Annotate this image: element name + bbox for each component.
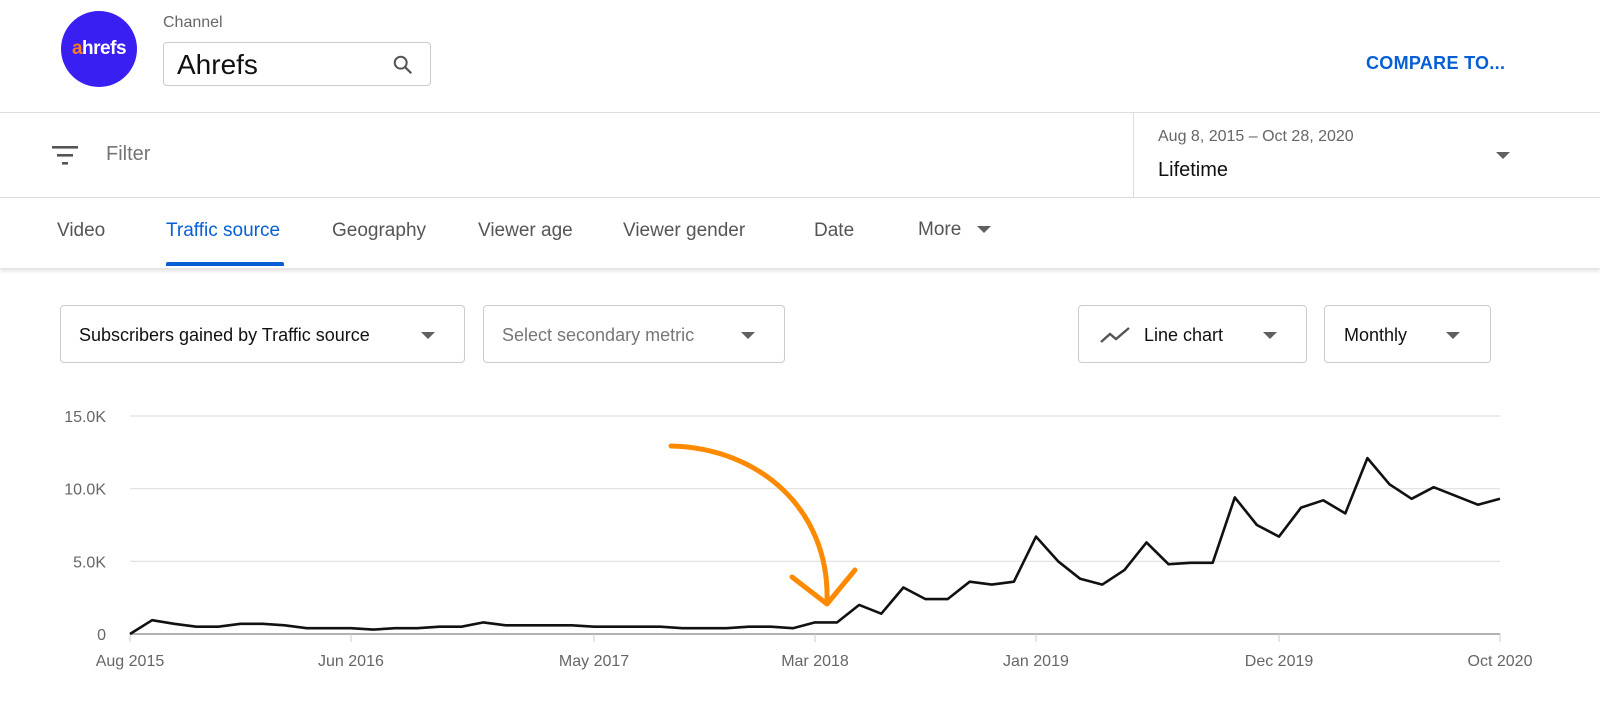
line-chart-icon bbox=[1100, 327, 1130, 343]
x-tick-label: Jan 2019 bbox=[1003, 653, 1069, 670]
series-line bbox=[129, 456, 1501, 636]
filter-bar bbox=[0, 113, 1600, 198]
tab-traffic-source[interactable]: Traffic source bbox=[166, 220, 281, 241]
chart-type-dropdown[interactable]: Line chart bbox=[1078, 305, 1307, 363]
x-tick-label: Jun 2016 bbox=[318, 653, 384, 670]
x-tick-label: Dec 2019 bbox=[1245, 653, 1314, 670]
caret-down-icon bbox=[1446, 332, 1460, 339]
tab-more-label: More bbox=[918, 219, 962, 240]
chart-type-label: Line chart bbox=[1144, 325, 1224, 345]
date-range-text: Aug 8, 2015 – Oct 28, 2020 bbox=[1158, 128, 1354, 145]
filter-input[interactable] bbox=[106, 143, 1006, 166]
interval-dropdown[interactable]: Monthly bbox=[1324, 305, 1491, 363]
active-tab-indicator bbox=[166, 262, 284, 266]
annotation-arrow bbox=[668, 443, 858, 607]
primary-metric-dropdown[interactable]: Subscribers gained by Traffic source bbox=[60, 305, 465, 363]
caret-down-icon bbox=[976, 226, 991, 234]
caret-down-icon bbox=[741, 332, 755, 339]
logo-text: hrefs bbox=[82, 38, 127, 59]
secondary-metric-dropdown[interactable]: Select secondary metric bbox=[483, 305, 785, 363]
caret-down-icon bbox=[421, 332, 435, 339]
annotation-arrow-curve bbox=[668, 443, 830, 605]
tab-more[interactable]: More bbox=[918, 219, 991, 241]
y-tick-label: 0 bbox=[97, 627, 106, 644]
y-tick-label: 15.0K bbox=[64, 409, 106, 426]
channel-header bbox=[0, 0, 1600, 113]
caret-down-icon bbox=[1263, 332, 1277, 339]
tab-viewer-age[interactable]: Viewer age bbox=[478, 220, 573, 241]
channel-value: Ahrefs bbox=[177, 49, 258, 80]
tab-geography[interactable]: Geography bbox=[332, 220, 427, 241]
x-tick-label: Oct 2020 bbox=[1468, 653, 1533, 670]
tab-viewer-gender[interactable]: Viewer gender bbox=[623, 220, 746, 241]
date-range-dropdown[interactable]: Aug 8, 2015 – Oct 28, 2020 Lifetime bbox=[1133, 113, 1600, 198]
x-tick-label: Mar 2018 bbox=[781, 653, 849, 670]
secondary-metric-label: Select secondary metric bbox=[502, 325, 695, 345]
primary-metric-label: Subscribers gained by Traffic source bbox=[79, 325, 370, 345]
x-tick-label: May 2017 bbox=[559, 653, 629, 670]
filter-icon[interactable] bbox=[52, 146, 78, 166]
x-tick-label: Aug 2015 bbox=[96, 653, 165, 670]
logo-text-accent: a bbox=[71, 38, 83, 59]
caret-down-icon bbox=[1496, 152, 1510, 159]
interval-label: Monthly bbox=[1344, 325, 1408, 345]
channel-search-input[interactable]: Ahrefs bbox=[163, 42, 431, 86]
annotation-arrow-head bbox=[789, 567, 858, 607]
tab-video[interactable]: Video bbox=[57, 220, 106, 241]
date-preset-text: Lifetime bbox=[1158, 159, 1229, 181]
search-icon[interactable] bbox=[392, 54, 414, 76]
channel-avatar-logo: a hrefs bbox=[61, 11, 137, 87]
compare-to-button[interactable]: COMPARE TO... bbox=[1366, 53, 1506, 73]
y-tick-label: 10.0K bbox=[64, 482, 106, 499]
y-tick-label: 5.0K bbox=[73, 554, 106, 571]
tab-date[interactable]: Date bbox=[814, 220, 855, 241]
channel-label: Channel bbox=[163, 14, 223, 31]
tab-bar: Video Traffic source Geography Viewer ag… bbox=[0, 198, 1600, 268]
